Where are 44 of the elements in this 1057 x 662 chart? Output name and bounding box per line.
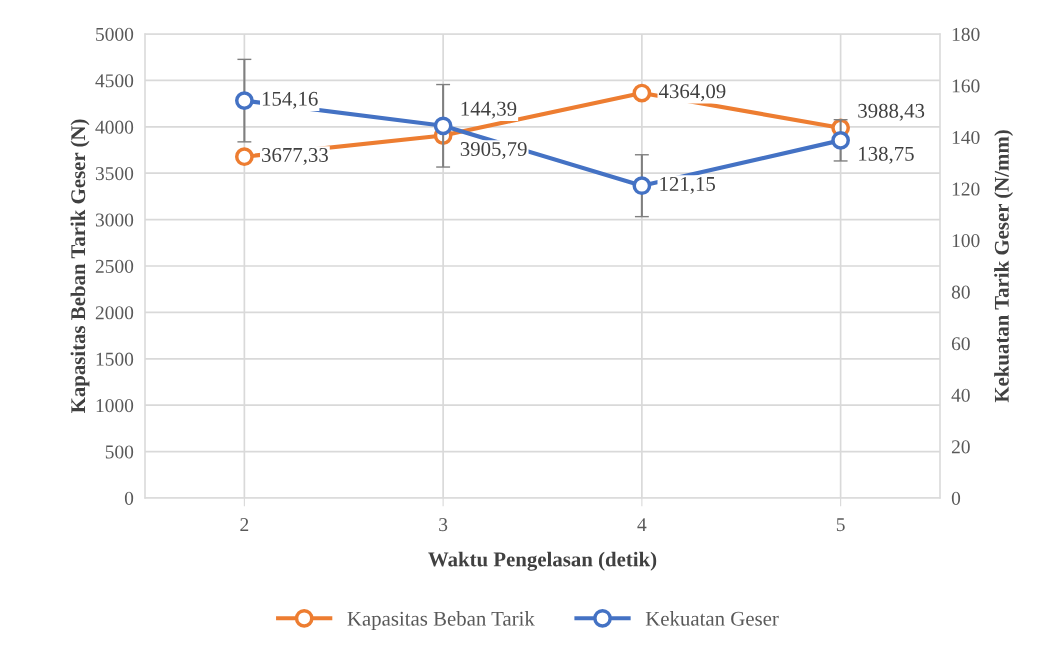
x-tick-label: 5 xyxy=(836,518,845,532)
y2-tick-label: 180 xyxy=(952,27,980,41)
y2-tick-label: 0 xyxy=(951,491,961,505)
y2-axis-title: Kekuatan Tarik Geser (N/mm) xyxy=(994,130,1014,403)
data-label: 154,16 xyxy=(262,91,318,109)
y-tick-label: 3000 xyxy=(95,213,134,227)
y-tick-label: 3500 xyxy=(95,167,134,181)
y-tick-label: 1000 xyxy=(96,399,134,413)
data-label: 4364,09 xyxy=(658,84,726,102)
point xyxy=(632,83,652,103)
y2-tick-label: 80 xyxy=(951,285,970,299)
data-label: 3988,43 xyxy=(858,103,925,121)
y2-tick-label: 60 xyxy=(951,337,970,351)
y2-tick-label: 40 xyxy=(951,388,970,402)
x-tick-label: 4 xyxy=(637,518,647,531)
y2-tick-label: 160 xyxy=(952,79,980,93)
legend-label: Kekuatan Geser xyxy=(645,611,779,626)
y-tick-label: 4000 xyxy=(95,120,134,134)
point xyxy=(433,116,453,136)
y-tick-label: 5000 xyxy=(96,27,134,41)
x-tick-label: 2 xyxy=(240,518,249,531)
y-tick-label: 4500 xyxy=(95,74,134,88)
x-tick-label: 3 xyxy=(439,518,448,532)
y-tick-label: 2000 xyxy=(95,306,134,320)
y-tick-label: 500 xyxy=(105,445,134,459)
point xyxy=(235,147,254,167)
point xyxy=(235,91,254,110)
point xyxy=(632,176,652,196)
x-axis-title: Waktu Pengelasan (detik) xyxy=(428,551,657,571)
y-axis-title: Kapasitas Beban Tarik Geser (N) xyxy=(70,119,90,414)
y2-tick-label: 20 xyxy=(951,440,970,454)
y-tick-label: 0 xyxy=(124,491,134,505)
y2-tick-label: 140 xyxy=(952,130,980,145)
data-label: 3905,79 xyxy=(460,141,527,160)
data-label: 121,15 xyxy=(660,176,716,194)
legend-label: Kapasitas Beban Tarik xyxy=(347,611,535,631)
data-label: 3677,33 xyxy=(262,147,328,165)
point xyxy=(831,130,850,150)
y2-tick-label: 120 xyxy=(952,182,980,196)
data-label: 144,39 xyxy=(461,101,517,119)
y-tick-label: 2500 xyxy=(95,259,134,273)
data-label: 138,75 xyxy=(859,146,914,164)
y2-tick-label: 100 xyxy=(952,234,980,248)
y-tick-label: 1500 xyxy=(96,352,134,366)
